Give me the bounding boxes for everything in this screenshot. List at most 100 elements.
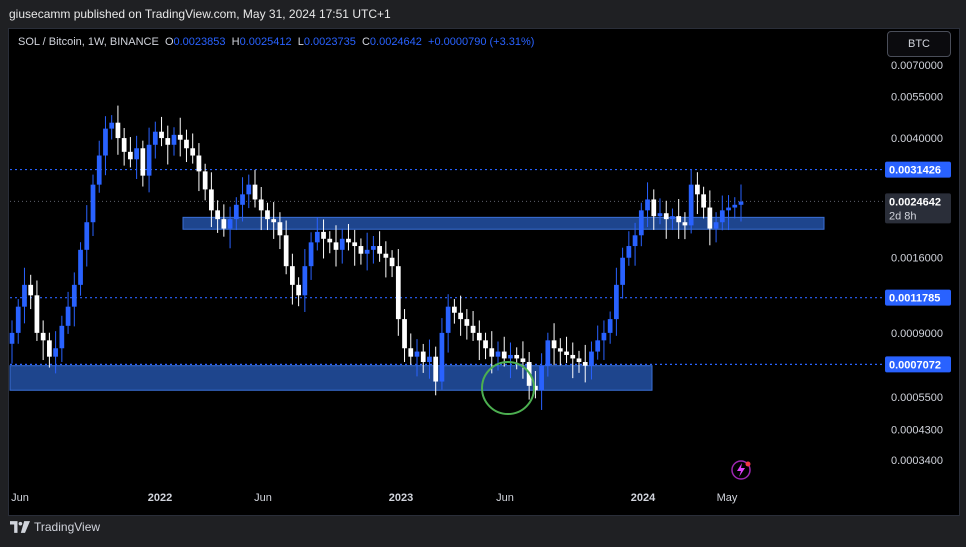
candle-body [651, 199, 657, 217]
candle-body [265, 210, 270, 220]
currency-button[interactable]: BTC [887, 31, 951, 57]
candle-body [420, 351, 426, 363]
candle-body [65, 306, 71, 326]
x-tick-label: Jun [496, 492, 514, 504]
candle-body [626, 246, 632, 258]
lightning-icon-ring [731, 460, 751, 480]
candle-body [152, 131, 158, 145]
open-label: O [164, 36, 174, 48]
candle-body [321, 231, 326, 239]
candle-body [90, 184, 96, 223]
candle-body [159, 131, 164, 139]
x-tick-label: May [717, 492, 738, 504]
candle-body [246, 184, 252, 195]
candle-body [177, 134, 183, 140]
candle-body [165, 138, 171, 145]
candle-body [209, 189, 214, 211]
candle-body [128, 151, 133, 160]
candle-body [9, 332, 15, 344]
candle-body [663, 213, 669, 220]
candle-body [215, 210, 220, 220]
candle-body [557, 348, 563, 352]
candle-body [545, 340, 551, 366]
highlight-circle [481, 361, 535, 416]
candle-body [601, 332, 607, 341]
candle-body [595, 340, 601, 352]
candle-body [676, 216, 682, 223]
candle-body [645, 199, 650, 211]
candle-body [607, 319, 613, 333]
candle-body [352, 242, 358, 247]
candle-body [53, 348, 58, 357]
candle-body [657, 213, 663, 217]
candle-body [283, 235, 289, 267]
price-level-tag [885, 289, 951, 306]
candle-body [508, 354, 513, 359]
candle-body [346, 238, 351, 243]
price-level-label: 0.0011785 [889, 293, 940, 305]
axes: 0.0031426 0.0011785 0.0007072 0.0024642 2d 8… [11, 60, 951, 504]
candle-body [22, 284, 27, 307]
candle-body [71, 284, 77, 307]
candle-body [277, 222, 283, 236]
candle-body [464, 319, 470, 326]
x-tick-label: Jun [11, 492, 29, 504]
high-label: H [231, 36, 240, 48]
candle-body [414, 351, 420, 357]
candle-body [221, 219, 227, 229]
candle-body [589, 351, 594, 366]
last-price-label: 0.0024642 [889, 196, 941, 208]
chart-panel[interactable] [8, 28, 960, 516]
symbol-label: SOL / Bitcoin, 1W, BINANCE [18, 36, 159, 48]
high-value: 0.0025412 [239, 36, 292, 48]
price-level-label: 0.0031426 [889, 165, 941, 177]
candle-body [402, 319, 407, 349]
candle-body [408, 348, 414, 357]
candle-body [489, 348, 495, 357]
candle-body [670, 216, 675, 220]
y-tick-label: 0.0040000 [891, 133, 943, 145]
price-level-tag [885, 356, 951, 373]
candle-body [308, 242, 314, 267]
candle-body [358, 246, 364, 254]
x-tick-label: 2024 [631, 492, 656, 504]
candle-body [115, 122, 121, 139]
candle-body [514, 354, 520, 359]
candle-body [227, 219, 233, 229]
candle-body [184, 139, 189, 149]
candle-body [240, 194, 245, 205]
footer: TradingView [10, 520, 100, 534]
candle-body [719, 210, 725, 223]
candle-body [364, 249, 370, 254]
candle-body [146, 144, 152, 176]
candle-body [614, 284, 619, 320]
candle-body [28, 284, 34, 296]
close-value: 0.0024642 [369, 36, 422, 48]
candle-body [134, 148, 139, 160]
y-tick-label: 0.0016000 [891, 253, 943, 265]
y-tick-label: 0.0005500 [891, 392, 943, 404]
y-tick-label: 0.0070000 [891, 60, 943, 72]
candle-body [109, 122, 115, 129]
candle-body [333, 242, 339, 250]
level-lines [10, 168, 884, 365]
candle-body [433, 356, 439, 382]
candle-body [470, 325, 476, 333]
last-price-tag [885, 193, 951, 224]
candle-body [383, 253, 389, 258]
candle-body [296, 284, 301, 296]
candle-body [738, 201, 744, 205]
candle-body [707, 207, 713, 229]
candle-body [314, 231, 320, 243]
candle-body [140, 148, 146, 176]
candle-body [452, 306, 457, 313]
candle-body [713, 222, 719, 229]
candle-body [78, 249, 83, 285]
y-tick-label: 0.0009000 [891, 328, 943, 340]
candle-body [495, 351, 501, 357]
support-zone [9, 365, 653, 391]
candle-body [582, 362, 588, 366]
price-level-label: 0.0007072 [889, 359, 941, 371]
candle-body [682, 222, 688, 226]
